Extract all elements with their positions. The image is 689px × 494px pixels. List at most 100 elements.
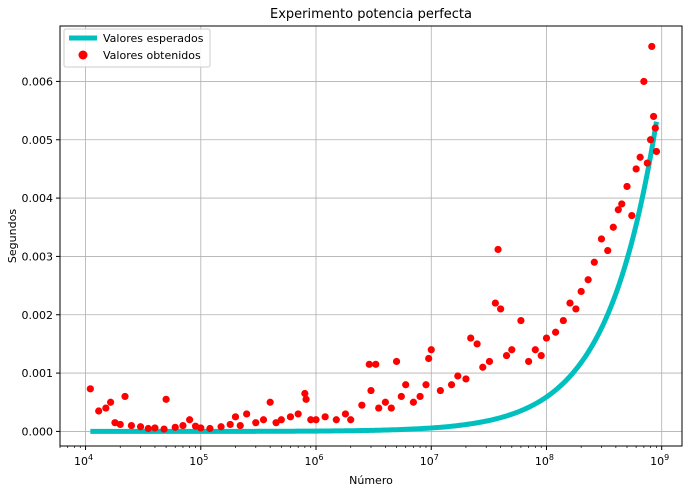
- observed-point-11: [160, 425, 168, 433]
- observed-point-88: [640, 77, 648, 86]
- observed-point-41: [367, 386, 375, 395]
- observed-point-27: [272, 419, 280, 427]
- observed-point-33: [307, 416, 315, 424]
- observed-point-14: [179, 421, 187, 430]
- observed-point-22: [236, 421, 244, 430]
- chart-title: Experimento potencia perfecta: [270, 7, 472, 22]
- observed-point-93: [651, 124, 659, 132]
- expected-line-group: [90, 121, 659, 434]
- x-tick-label-4: 108: [535, 453, 554, 468]
- observed-point-0: [86, 385, 94, 393]
- observed-point-42: [372, 360, 380, 368]
- observed-point-34: [312, 416, 320, 424]
- x-tick-label-2: 106: [304, 453, 323, 468]
- observed-point-5: [116, 420, 124, 429]
- observed-point-72: [552, 328, 560, 336]
- observed-point-52: [425, 354, 433, 363]
- observed-point-56: [454, 372, 462, 380]
- observed-point-83: [618, 200, 626, 208]
- y-tick-label-6: 0.006: [22, 75, 54, 88]
- x-axis-label: Número: [349, 474, 393, 487]
- observed-point-89: [643, 159, 651, 167]
- observed-point-76: [577, 287, 585, 296]
- y-tick-label-3: 0.003: [22, 250, 54, 263]
- observed-point-66: [508, 346, 516, 354]
- observed-point-12: [162, 395, 170, 403]
- observed-point-74: [566, 299, 574, 307]
- observed-point-30: [294, 410, 302, 418]
- observed-point-82: [614, 206, 622, 214]
- observed-point-46: [392, 357, 401, 366]
- expected-values-line: [90, 121, 659, 434]
- observed-point-84: [623, 182, 631, 191]
- observed-point-48: [402, 381, 410, 389]
- observed-point-61: [485, 357, 494, 366]
- observed-point-9: [144, 424, 152, 433]
- observed-point-26: [266, 398, 274, 406]
- observed-point-2: [102, 404, 110, 412]
- observed-point-47: [397, 392, 405, 401]
- observed-point-54: [436, 386, 444, 395]
- observed-point-85: [628, 211, 636, 220]
- y-axis-ticks: 0.000 0.001 0.002 0.003 0.004 0.005 0.006: [22, 75, 60, 438]
- observed-point-90: [646, 136, 655, 144]
- observed-point-18: [206, 424, 214, 433]
- observed-point-57: [462, 375, 470, 383]
- observed-point-39: [358, 401, 366, 409]
- observed-point-62: [491, 299, 499, 307]
- observed-point-63: [494, 245, 502, 254]
- observed-point-43: [375, 404, 383, 412]
- observed-point-78: [590, 258, 598, 266]
- observed-point-67: [517, 316, 525, 325]
- observed-point-59: [473, 340, 481, 348]
- x-tick-label-5: 109: [650, 453, 669, 468]
- observed-point-81: [609, 223, 617, 231]
- y-axis-label: Segundos: [6, 209, 19, 263]
- observed-point-25: [259, 416, 268, 424]
- observed-point-55: [447, 381, 456, 389]
- observed-point-20: [226, 420, 234, 429]
- observed-point-86: [632, 165, 640, 173]
- legend-label-expected: Valores esperados: [103, 32, 204, 45]
- grid-lines: [60, 26, 682, 446]
- x-tick-label-1: 105: [189, 453, 208, 468]
- legend-box: [63, 28, 211, 68]
- observed-point-50: [416, 392, 424, 401]
- x-tick-label-3: 107: [420, 453, 439, 468]
- observed-point-3: [107, 398, 115, 406]
- x-tick-label-0: 104: [74, 453, 93, 468]
- observed-point-58: [467, 334, 475, 342]
- observed-point-75: [572, 305, 580, 313]
- observed-point-8: [136, 423, 145, 431]
- observed-point-65: [502, 351, 511, 360]
- observed-point-69: [531, 346, 539, 354]
- observed-point-92: [649, 112, 658, 121]
- y-tick-label-4: 0.004: [22, 192, 54, 205]
- observed-points-group: [86, 42, 661, 433]
- y-tick-label-5: 0.005: [22, 134, 54, 147]
- observed-point-73: [559, 316, 567, 325]
- legend-label-observed: Valores obtenidos: [103, 49, 201, 62]
- observed-point-71: [542, 334, 551, 342]
- observed-point-1: [95, 407, 103, 415]
- y-tick-label-0: 0.000: [22, 425, 54, 438]
- observed-point-53: [427, 346, 435, 354]
- observed-point-79: [597, 235, 606, 243]
- observed-point-13: [171, 423, 179, 431]
- observed-point-60: [479, 363, 487, 371]
- observed-point-29: [286, 413, 295, 421]
- observed-point-94: [652, 147, 661, 156]
- observed-point-87: [636, 153, 644, 161]
- legend-marker-swatch: [78, 50, 88, 60]
- observed-point-35: [321, 413, 329, 421]
- observed-point-7: [127, 421, 136, 430]
- observed-point-28: [277, 416, 285, 424]
- y-tick-label-2: 0.002: [22, 309, 54, 322]
- observed-point-49: [409, 398, 417, 406]
- observed-point-38: [347, 416, 355, 424]
- observed-point-24: [252, 419, 260, 427]
- observed-point-51: [422, 381, 430, 389]
- observed-point-23: [243, 410, 251, 418]
- observed-point-32: [302, 395, 310, 403]
